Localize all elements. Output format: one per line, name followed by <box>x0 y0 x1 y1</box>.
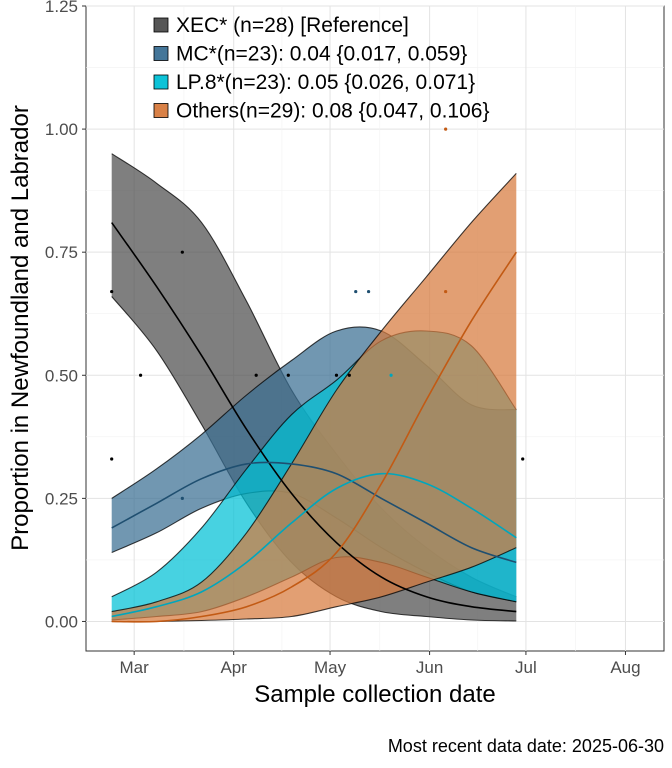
fit-line-0 <box>111 222 517 613</box>
observation-points <box>110 127 525 500</box>
y-tick-label: 0.50 <box>45 366 78 385</box>
data-point <box>521 457 525 461</box>
legend-label-3: Others(n=29): 0.08 {0.047, 0.106} <box>176 100 489 123</box>
data-point <box>334 373 339 377</box>
confidence-band-3 <box>111 173 517 622</box>
x-axis-ticks: Mar Apr May Jun Jul Aug <box>120 651 641 677</box>
y-tick-label: 1.25 <box>45 0 78 16</box>
legend-label-0: XEC* (n=28) [Reference] <box>176 14 409 37</box>
y-tick-label: 0.25 <box>45 489 78 508</box>
fitted-lines <box>111 222 517 623</box>
data-point <box>110 457 114 461</box>
legend-swatch-2 <box>153 74 169 90</box>
y-tick-label: 0.75 <box>45 243 78 262</box>
y-tick-label: 0.00 <box>45 612 78 631</box>
data-point <box>354 289 358 294</box>
data-point <box>389 373 393 377</box>
x-tick-label: May <box>314 658 347 677</box>
y-tick-label: 1.00 <box>45 120 78 139</box>
data-point <box>366 289 371 294</box>
legend-swatch-1 <box>153 46 169 61</box>
x-tick-label: Mar <box>120 658 150 677</box>
confidence-band-0 <box>111 153 517 621</box>
x-axis-title: Sample collection date <box>254 681 495 708</box>
lower-bound-line-3 <box>111 547 517 623</box>
upper-bound-line-3 <box>111 173 517 613</box>
data-point <box>180 250 184 254</box>
x-tick-label: Aug <box>610 658 640 677</box>
y-axis-ticks: 0.00 0.25 0.50 0.75 1.00 1.25 <box>45 0 86 631</box>
data-point <box>286 373 290 377</box>
data-point <box>444 127 448 131</box>
x-tick-label: Jul <box>515 658 537 677</box>
confidence-bands <box>111 153 517 623</box>
fit-line-1 <box>111 461 517 564</box>
legend: XEC* (n=28) [Reference] MC*(n=23): 0.04 {… <box>153 14 489 123</box>
y-axis-title: Proportion in Newfoundland and Labrador <box>7 105 34 551</box>
fit-line-2 <box>111 472 517 618</box>
legend-swatch-3 <box>153 103 169 118</box>
fit-line-3 <box>111 251 517 623</box>
data-point <box>110 289 114 294</box>
data-point <box>180 496 184 500</box>
data-point <box>444 289 448 294</box>
x-tick-label: Jun <box>416 658 443 677</box>
legend-swatch-0 <box>153 17 169 33</box>
legend-label-2: LP.8*(n=23): 0.05 {0.026, 0.071} <box>176 71 475 94</box>
caption: Most recent data date: 2025-06-30 <box>388 736 664 756</box>
data-point <box>347 373 351 377</box>
x-tick-label: Apr <box>220 658 247 677</box>
legend-label-1: MC*(n=23): 0.04 {0.017, 0.059} <box>176 43 467 66</box>
data-point <box>138 373 143 377</box>
data-point <box>254 373 258 377</box>
